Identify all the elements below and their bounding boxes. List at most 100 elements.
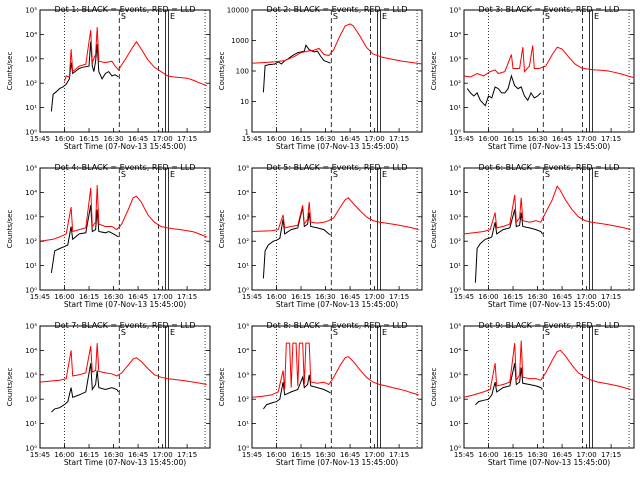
x-tick-label: 17:15 xyxy=(601,451,621,459)
series-line-events xyxy=(263,374,331,410)
x-tick-label: 16:45 xyxy=(552,135,572,143)
y-axis-label: Counts/sec xyxy=(430,210,438,249)
y-tick-label: 10² xyxy=(25,396,37,404)
marker-letter: E xyxy=(170,170,175,179)
y-tick-label: 10³ xyxy=(449,55,461,63)
y-tick-label: 10¹ xyxy=(25,420,37,428)
x-tick-label: 15:45 xyxy=(30,293,50,301)
x-axis-label: Start Time (07-Nov-13 15:45:00) xyxy=(488,458,610,467)
x-tick-label: 15:45 xyxy=(30,451,50,459)
marker-letter: E xyxy=(382,12,387,21)
y-tick-label: 10³ xyxy=(25,371,37,379)
x-tick-label: 16:00 xyxy=(478,135,498,143)
marker-letter: S xyxy=(545,12,550,21)
x-tick-label: 17:15 xyxy=(389,135,409,143)
x-tick-label: 17:15 xyxy=(177,135,197,143)
x-tick-label: 16:00 xyxy=(54,293,74,301)
x-tick-label: 16:30 xyxy=(315,293,335,301)
y-tick-label: 10² xyxy=(25,238,37,246)
panel-det-3: S E 15:45 16:00 16:15 16:30 16:45 17:00 17:15 10⁰… xyxy=(430,5,635,151)
y-tick-label: 10² xyxy=(237,396,249,404)
y-tick-label: 10³ xyxy=(449,213,461,221)
marker-letter: S xyxy=(333,328,338,337)
marker-letter: S xyxy=(333,170,338,179)
marker-letter: S xyxy=(121,328,126,337)
plot-frame xyxy=(463,167,635,291)
y-tick-label: 10⁵ xyxy=(449,165,461,173)
y-tick-label: 10² xyxy=(25,80,37,88)
marker-letter: E xyxy=(170,328,175,337)
y-tick-label: 10⁴ xyxy=(25,347,37,355)
x-axis-label: Start Time (07-Nov-13 15:45:00) xyxy=(64,458,186,467)
y-tick-label: 10¹ xyxy=(449,420,461,428)
panel-det-2: S E 15:45 16:00 16:15 16:30 16:45 17:00 17:15 1 10… xyxy=(218,5,423,151)
series-line-events xyxy=(51,363,119,413)
y-axis-label: Counts/sec xyxy=(6,368,14,407)
x-tick-label: 16:15 xyxy=(503,135,523,143)
x-tick-label: 17:00 xyxy=(577,135,597,143)
y-tick-label: 10⁵ xyxy=(237,165,249,173)
x-tick-label: 15:45 xyxy=(30,135,50,143)
x-tick-label: 17:15 xyxy=(177,293,197,301)
series-line-events xyxy=(262,44,331,93)
y-axis-label: Counts/sec xyxy=(218,210,226,249)
y-axis-label: Counts/sec xyxy=(430,52,438,91)
x-tick-label: 16:00 xyxy=(478,293,498,301)
y-tick-label: 10⁰ xyxy=(237,287,249,295)
x-tick-label: 16:30 xyxy=(103,135,123,143)
y-tick-label: 10³ xyxy=(237,213,249,221)
y-tick-label: 10³ xyxy=(449,371,461,379)
panel-det-9: S E 15:45 16:00 16:15 16:30 16:45 17:00 17:15 10⁰… xyxy=(430,321,635,467)
x-tick-label: 16:45 xyxy=(128,293,148,301)
x-tick-label: 16:00 xyxy=(54,135,74,143)
panel-title: Det 6: BLACK = Events, RED = LLD xyxy=(479,163,620,172)
series-line-lld xyxy=(252,342,419,398)
y-tick-label: 10⁴ xyxy=(449,189,461,197)
x-axis-label: Start Time (07-Nov-13 15:45:00) xyxy=(488,300,610,309)
x-tick-label: 16:30 xyxy=(527,135,547,143)
y-tick-label: 10⁴ xyxy=(449,31,461,39)
x-axis-label: Start Time (07-Nov-13 15:45:00) xyxy=(64,142,186,151)
x-tick-label: 16:30 xyxy=(315,451,335,459)
marker-letter: E xyxy=(594,170,599,179)
panel-det-6: S E 15:45 16:00 16:15 16:30 16:45 17:00 17:15 10⁰… xyxy=(430,163,635,309)
panel-title: Det 7: BLACK = Events, RED = LLD xyxy=(55,321,196,330)
x-tick-label: 17:00 xyxy=(577,451,597,459)
x-tick-label: 16:15 xyxy=(291,451,311,459)
y-tick-label: 10⁵ xyxy=(449,7,461,15)
y-axis-label: Counts/sec xyxy=(218,368,226,407)
y-tick-label: 1000 xyxy=(231,37,249,45)
x-tick-label: 16:15 xyxy=(79,135,99,143)
x-tick-label: 17:15 xyxy=(601,135,621,143)
y-tick-label: 10¹ xyxy=(237,420,249,428)
y-tick-label: 10² xyxy=(449,80,461,88)
series-line-lld xyxy=(464,185,631,235)
y-tick-label: 10¹ xyxy=(449,262,461,270)
panel-title: Det 2: BLACK = Events, RED = LLD xyxy=(267,5,408,14)
x-tick-label: 17:00 xyxy=(153,135,173,143)
x-tick-label: 17:00 xyxy=(365,135,385,143)
y-tick-label: 10¹ xyxy=(25,262,37,270)
y-tick-label: 10⁵ xyxy=(25,323,37,331)
y-tick-label: 10³ xyxy=(237,371,249,379)
panel-det-1: S E 15:45 16:00 16:15 16:30 16:45 17:00 17:15 10⁰… xyxy=(6,5,211,151)
plot-frame xyxy=(39,325,211,449)
plot-frame xyxy=(251,9,423,133)
y-tick-label: 10⁰ xyxy=(237,445,249,453)
y-tick-label: 10³ xyxy=(25,55,37,63)
x-tick-label: 16:45 xyxy=(340,135,360,143)
y-axis-label: Counts/sec xyxy=(218,52,226,91)
y-tick-label: 10⁵ xyxy=(449,323,461,331)
series-line-events xyxy=(475,363,543,405)
x-tick-label: 15:45 xyxy=(242,135,262,143)
marker-letter: E xyxy=(382,170,387,179)
x-tick-label: 16:15 xyxy=(503,293,523,301)
y-tick-label: 10⁵ xyxy=(237,323,249,331)
panel-det-8: S E 15:45 16:00 16:15 16:30 16:45 17:00 17:15 10⁰… xyxy=(218,321,423,467)
plot-frame xyxy=(39,9,211,133)
series-line-lld xyxy=(252,23,422,65)
series-line-lld xyxy=(464,340,631,398)
x-tick-label: 17:00 xyxy=(153,451,173,459)
y-axis-label: Counts/sec xyxy=(430,368,438,407)
panel-title: Det 4: BLACK = Events, RED = LLD xyxy=(55,163,196,172)
